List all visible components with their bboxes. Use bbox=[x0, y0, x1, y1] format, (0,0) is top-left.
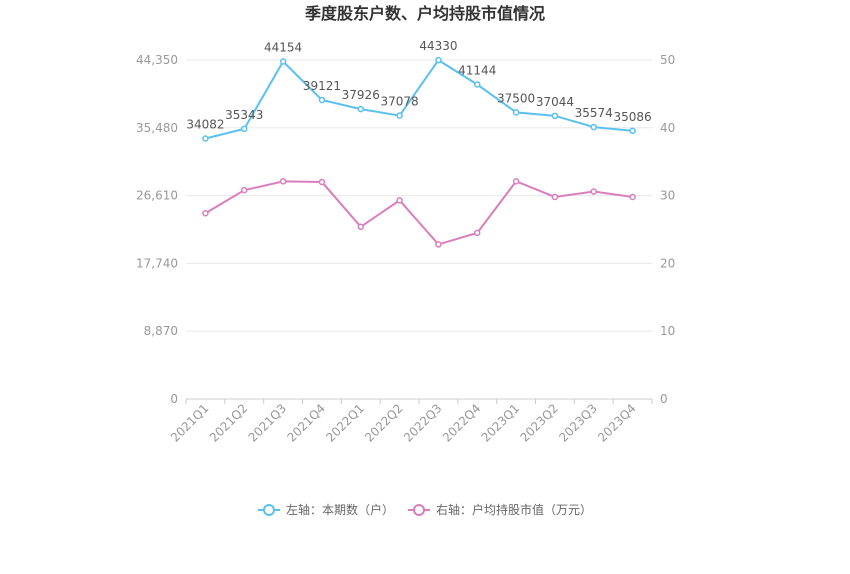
left-axis: 0 8,870 17,740 26,610 35,480 44,350 bbox=[136, 53, 178, 406]
legend-label: 左轴：本期数（户） bbox=[286, 502, 394, 517]
data-label: 34082 bbox=[186, 117, 224, 131]
left-tick-label: 8,870 bbox=[144, 324, 178, 338]
data-label: 37078 bbox=[380, 95, 418, 109]
x-tick-label: 2022Q1 bbox=[323, 401, 367, 445]
data-point bbox=[241, 125, 248, 133]
data-point bbox=[396, 112, 403, 119]
series-line-1 bbox=[205, 58, 633, 140]
right-tick-label: 30 bbox=[660, 189, 675, 203]
series-line-2 bbox=[204, 180, 633, 246]
data-point bbox=[435, 56, 442, 64]
data-point bbox=[318, 96, 326, 104]
data-point bbox=[629, 127, 636, 135]
left-tick-label: 44,350 bbox=[136, 53, 178, 67]
chart-title: 季度股东户数、户均持股市值情况 bbox=[304, 4, 545, 23]
x-tick-label: 2023Q1 bbox=[479, 401, 523, 445]
data-point bbox=[474, 81, 481, 88]
x-tick-label: 2023Q4 bbox=[595, 401, 639, 445]
data-point bbox=[279, 58, 287, 65]
data-point bbox=[357, 223, 364, 231]
data-point bbox=[435, 241, 442, 248]
x-tick-label: 2022Q4 bbox=[440, 401, 484, 445]
data-label: 37044 bbox=[536, 95, 574, 109]
data-point bbox=[279, 178, 287, 185]
left-tick-label: 0 bbox=[170, 392, 178, 406]
data-label: 44330 bbox=[419, 39, 457, 53]
data-label: 37500 bbox=[497, 91, 535, 105]
legend[interactable]: 左轴：本期数（户） 右轴：户均持股市值（万元） bbox=[258, 502, 592, 517]
data-label: 37926 bbox=[342, 88, 380, 102]
right-tick-label: 20 bbox=[660, 256, 675, 270]
data-point bbox=[396, 197, 403, 204]
x-tick-label: 2022Q2 bbox=[362, 401, 406, 445]
data-point bbox=[318, 178, 326, 186]
left-tick-label: 26,610 bbox=[136, 189, 178, 203]
data-label: 35086 bbox=[613, 110, 651, 124]
left-tick-label: 35,480 bbox=[136, 121, 178, 135]
x-tick-label: 2023Q2 bbox=[517, 401, 561, 445]
data-point bbox=[629, 193, 636, 201]
left-tick-label: 17,740 bbox=[136, 256, 178, 270]
right-tick-label: 0 bbox=[660, 392, 668, 406]
data-label: 35343 bbox=[225, 108, 263, 122]
data-point bbox=[357, 105, 364, 113]
legend-item-2[interactable]: 右轴：户均持股市值（万元） bbox=[408, 502, 592, 517]
right-tick-label: 10 bbox=[660, 324, 675, 338]
data-point bbox=[202, 135, 209, 142]
legend-marker-icon bbox=[263, 504, 275, 516]
data-point bbox=[241, 186, 248, 194]
data-label: 41144 bbox=[458, 64, 496, 78]
data-point bbox=[590, 188, 597, 195]
legend-label: 右轴：户均持股市值（万元） bbox=[436, 502, 592, 517]
data-label: 39121 bbox=[303, 79, 341, 93]
data-point bbox=[551, 112, 559, 120]
legend-marker-icon bbox=[413, 504, 425, 516]
x-tick-label: 2021Q4 bbox=[284, 401, 328, 445]
data-label: 44154 bbox=[264, 40, 302, 54]
data-point bbox=[474, 229, 481, 237]
right-axis: 0 10 20 30 40 50 bbox=[660, 53, 675, 406]
data-point bbox=[202, 209, 209, 217]
data-point bbox=[551, 193, 559, 201]
data-point bbox=[512, 109, 520, 116]
data-point bbox=[590, 123, 597, 131]
right-tick-label: 50 bbox=[660, 53, 675, 67]
legend-item-1[interactable]: 左轴：本期数（户） bbox=[258, 502, 394, 517]
data-point bbox=[512, 178, 520, 185]
x-tick-label: 2021Q3 bbox=[246, 401, 290, 445]
x-axis: 2021Q12021Q22021Q32021Q42022Q12022Q22022… bbox=[168, 398, 653, 445]
x-tick-label: 2021Q2 bbox=[207, 401, 251, 445]
x-tick-label: 2021Q1 bbox=[168, 401, 212, 445]
x-tick-label: 2022Q3 bbox=[401, 401, 445, 445]
x-tick-label: 2023Q3 bbox=[556, 401, 600, 445]
right-tick-label: 40 bbox=[660, 121, 675, 135]
data-label: 35574 bbox=[575, 106, 613, 120]
grid bbox=[186, 59, 652, 332]
